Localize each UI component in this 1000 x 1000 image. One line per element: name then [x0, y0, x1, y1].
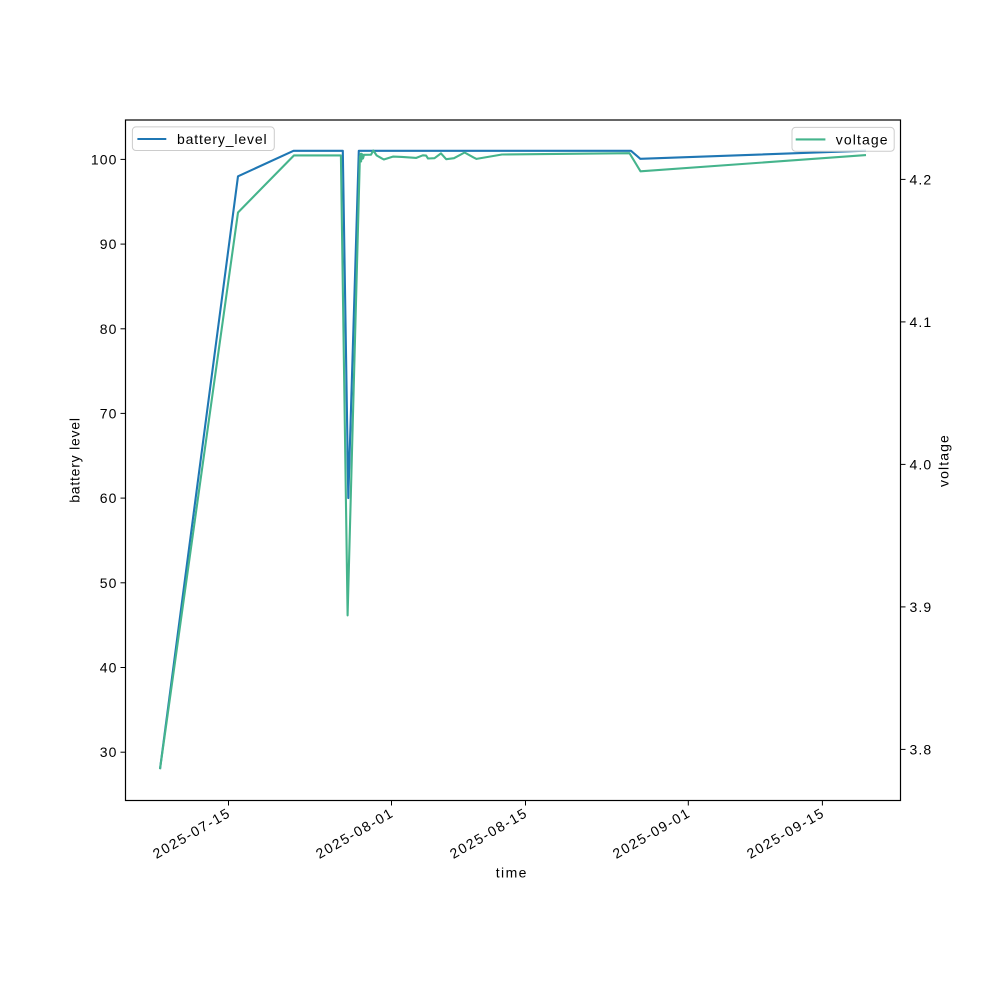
svg-text:50: 50 — [100, 575, 118, 591]
svg-text:40: 40 — [100, 660, 118, 676]
svg-text:time: time — [496, 865, 528, 881]
svg-text:100: 100 — [91, 151, 118, 167]
svg-text:30: 30 — [100, 744, 118, 760]
svg-text:4.2: 4.2 — [910, 171, 933, 187]
svg-text:70: 70 — [100, 405, 118, 421]
svg-text:80: 80 — [100, 321, 118, 337]
svg-text:battery_level: battery_level — [177, 131, 267, 147]
svg-text:3.9: 3.9 — [910, 599, 933, 615]
svg-text:3.8: 3.8 — [910, 741, 933, 757]
svg-text:battery level: battery level — [67, 417, 83, 503]
svg-text:4.1: 4.1 — [910, 314, 933, 330]
svg-text:voltage: voltage — [936, 434, 952, 487]
svg-text:4.0: 4.0 — [910, 456, 933, 472]
svg-text:60: 60 — [100, 490, 118, 506]
svg-text:90: 90 — [100, 236, 118, 252]
svg-text:voltage: voltage — [836, 131, 889, 147]
